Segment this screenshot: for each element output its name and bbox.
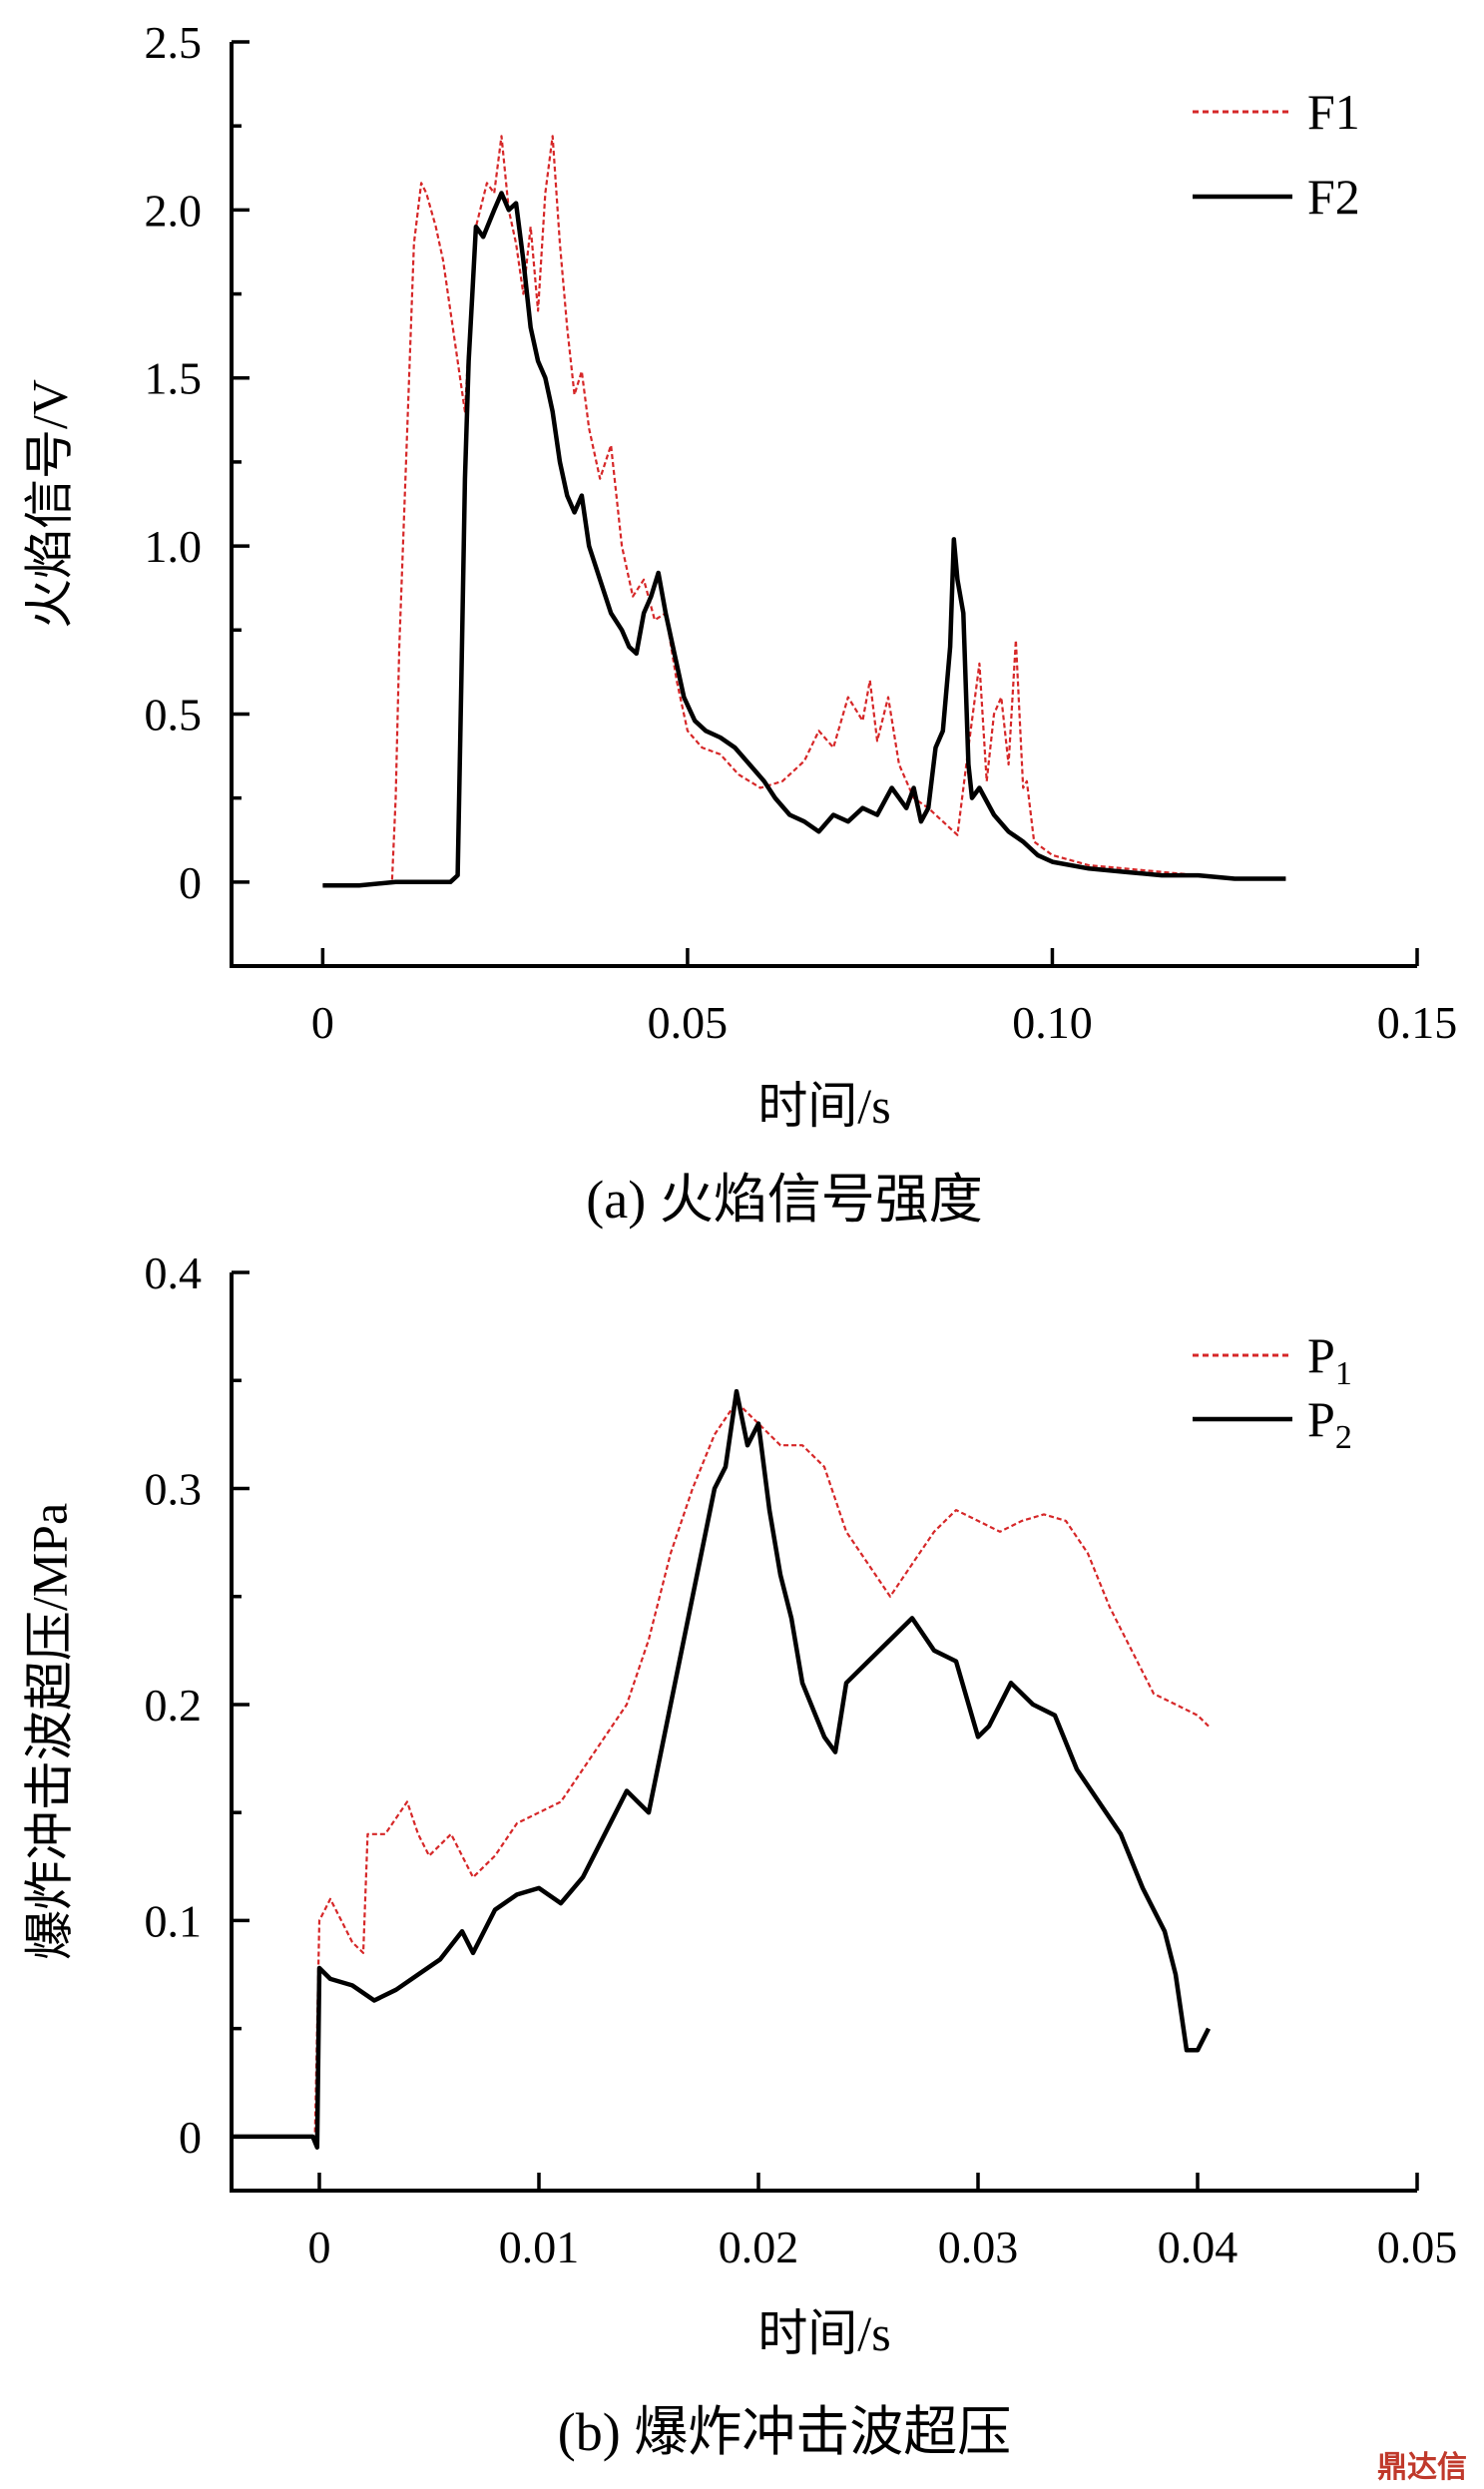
y-tick-label: 2.5: [145, 17, 203, 68]
legend-label-1: P1: [1307, 1327, 1352, 1392]
series-line-0-2: [322, 191, 1286, 888]
chart-a-flame-signal: 0 0.5 1.0 1.5 2.0 2.5 0 0.05 0.10 0.15 时间/s 火焰信号/V (…: [21, 17, 1457, 1230]
chart-caption: (b) 爆炸冲击波超压: [558, 2402, 1011, 2462]
legend-subscript-2: 2: [1335, 1419, 1352, 1456]
series-line-1-2: [232, 1388, 1212, 2150]
y-tick-label: 0.2: [145, 1680, 203, 1731]
y-tick-label: 0.4: [145, 1247, 203, 1298]
legend-label-2: F2: [1307, 169, 1360, 225]
y-tick-label: 0.3: [145, 1463, 203, 1514]
x-tick-label: 0.01: [499, 2222, 580, 2272]
chart-b-overpressure: 0 0.1 0.2 0.3 0.4 0 0.01 0.02 0.03 0.04 0.05 时间/s 爆炸…: [21, 1247, 1457, 2462]
x-tick-label: 0.02: [719, 2222, 799, 2272]
chart-caption: (a) 火焰信号强度: [586, 1170, 982, 1230]
legend-label-1: F1: [1307, 84, 1360, 140]
x-axis-title: 时间/s: [757, 2305, 890, 2361]
series-line-0-1: [322, 135, 1286, 887]
y-tick-label: 2.0: [145, 185, 203, 236]
x-tick-label: 0.05: [648, 997, 729, 1048]
x-tick-label: 0: [308, 2222, 331, 2272]
y-tick-label: 0: [179, 2112, 202, 2163]
legend-subscript-1: 1: [1335, 1355, 1352, 1392]
x-tick-label: 0.04: [1158, 2222, 1238, 2272]
x-tick-label: 0.15: [1377, 997, 1458, 1048]
watermark-text: 鼎达信: [1377, 2450, 1467, 2485]
x-tick-label: 0.05: [1377, 2222, 1458, 2272]
x-axis-title: 时间/s: [757, 1078, 890, 1134]
y-tick-label: 1.5: [145, 353, 203, 404]
y-axis-title: 爆炸冲击波超压/MPa: [21, 1503, 77, 1960]
y-tick-label: 0.1: [145, 1895, 203, 1946]
y-tick-label: 0.5: [145, 689, 203, 740]
y-axis-title: 火焰信号/V: [21, 379, 77, 629]
x-tick-label: 0.03: [938, 2222, 1019, 2272]
x-tick-label: 0: [311, 997, 334, 1048]
series-line-1-1: [232, 1400, 1210, 2138]
legend-label-2: P2: [1307, 1391, 1352, 1456]
x-tick-label: 0.10: [1012, 997, 1093, 1048]
y-tick-label: 0: [179, 857, 202, 908]
y-tick-label: 1.0: [145, 521, 203, 572]
